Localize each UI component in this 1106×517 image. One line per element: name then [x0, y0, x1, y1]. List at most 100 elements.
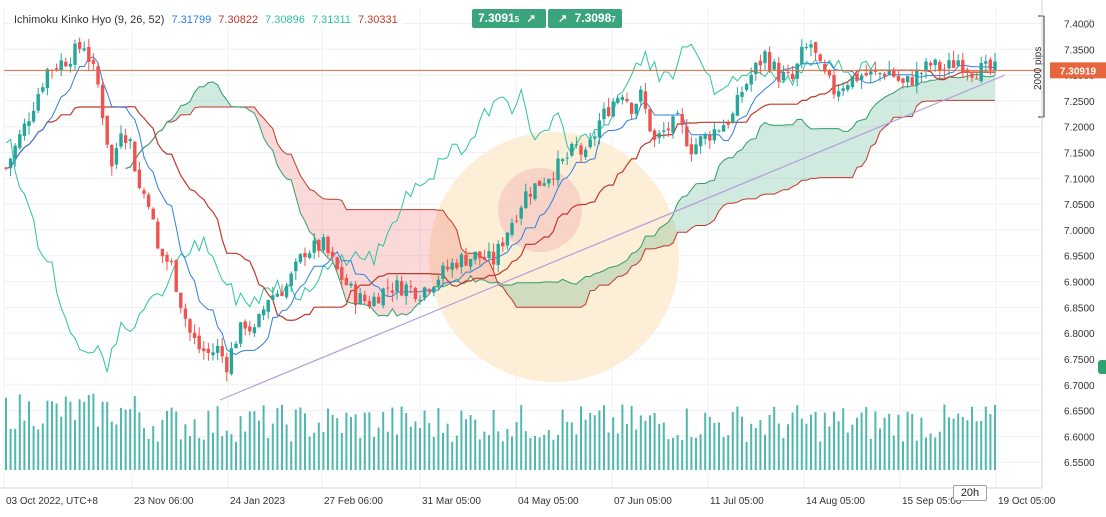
candle-body — [437, 280, 440, 286]
volume-bar — [230, 434, 232, 470]
volume-bar — [838, 421, 840, 470]
candle-body — [37, 94, 40, 110]
volume-bar — [470, 415, 472, 470]
volume-bar — [723, 437, 725, 470]
cloud-segment — [429, 210, 434, 295]
buy-price-button[interactable]: ↗ 7.30987 — [548, 9, 622, 28]
volume-bar — [56, 404, 58, 470]
candle-body — [883, 74, 886, 77]
volume-bar — [718, 422, 720, 470]
volume-bar — [608, 433, 610, 470]
volume-bar — [511, 437, 513, 470]
candle-body — [414, 288, 417, 299]
volume-bar — [819, 441, 821, 470]
y-tick-label: 7.1500 — [1064, 149, 1095, 160]
volume-bar — [815, 412, 817, 470]
cloud-segment — [733, 152, 738, 203]
cloud-segment — [346, 210, 351, 303]
candle-body — [800, 47, 803, 64]
volume-bar — [690, 437, 692, 470]
volume-bar — [138, 412, 140, 470]
volume-bar — [120, 408, 122, 470]
volume-bar — [419, 428, 421, 470]
volume-bar — [258, 421, 260, 470]
cloud-segment — [705, 181, 710, 226]
volume-bar — [19, 394, 21, 470]
cloud-segment — [760, 122, 765, 195]
cloud-segment — [530, 283, 535, 308]
volume-bar — [134, 396, 136, 470]
candle-body — [441, 265, 444, 278]
volume-bar — [884, 418, 886, 470]
indicator-legend[interactable]: Ichimoku Kinko Hyo (9, 26, 52) 7.31799 7… — [12, 13, 404, 27]
x-tick-label: 07 Jun 05:00 — [614, 496, 672, 507]
cloud-segment — [305, 182, 310, 231]
candle-body — [455, 263, 458, 268]
candle-body — [469, 259, 472, 267]
candle-body — [851, 76, 854, 87]
x-tick-label: 31 Mar 05:00 — [422, 496, 481, 507]
candle-body — [165, 255, 168, 262]
candle-body — [14, 146, 17, 159]
candle-body — [924, 61, 927, 71]
expand-icon[interactable]: ⤢ — [1080, 17, 1094, 31]
candle-body — [547, 179, 550, 183]
candle-body — [124, 135, 127, 143]
candle-body — [814, 42, 817, 53]
cloud-segment — [314, 191, 319, 249]
candle-body — [658, 133, 661, 138]
volume-bar — [414, 422, 416, 470]
volume-bar — [378, 427, 380, 470]
volume-bar — [115, 424, 117, 470]
candle-body — [648, 109, 651, 131]
cloud-segment — [862, 119, 867, 166]
sell-price-button[interactable]: 7.30915 ↗ — [472, 9, 546, 28]
volume-bar — [299, 407, 301, 470]
candle-body — [395, 280, 398, 291]
candle-body — [345, 278, 348, 285]
x-tick-label: 24 Jan 2023 — [230, 496, 285, 507]
volume-bar — [249, 411, 251, 470]
candle-body — [483, 257, 486, 260]
candle-body — [96, 66, 99, 84]
volume-bar — [37, 429, 39, 470]
volume-bar — [322, 432, 324, 470]
candle-body — [285, 286, 288, 297]
cloud-segment — [751, 139, 756, 199]
candle-body — [897, 76, 900, 81]
volume-bar — [290, 441, 292, 470]
volume-bar — [640, 415, 642, 470]
candle-body — [87, 47, 90, 62]
cloud-segment — [632, 252, 637, 266]
volume-bar — [240, 416, 242, 470]
volume-bar — [948, 417, 950, 470]
candle-body — [938, 62, 941, 71]
candle-body — [501, 242, 504, 246]
candle-body — [989, 60, 992, 70]
volume-bar — [483, 432, 485, 470]
candle-body — [906, 76, 909, 82]
cloud-segment — [926, 80, 931, 101]
candle-body — [980, 63, 983, 81]
cloud-segment — [958, 77, 963, 100]
y-tick-label: 6.6000 — [1064, 432, 1095, 443]
x-tick-label: 23 Nov 06:00 — [134, 496, 194, 507]
volume-bar — [460, 411, 462, 470]
volume-bar — [424, 410, 426, 470]
volume-bar — [79, 399, 81, 470]
candle-body — [184, 308, 187, 318]
candle-body — [322, 237, 325, 250]
cloud-segment — [885, 95, 890, 127]
candle-body — [846, 85, 849, 90]
candle-body — [299, 254, 302, 262]
volume-bar — [667, 439, 669, 470]
volume-bar — [930, 434, 932, 470]
volume-bar — [14, 429, 16, 470]
candle-body — [193, 333, 196, 338]
cloud-segment — [360, 210, 365, 305]
volume-bar — [203, 440, 205, 470]
volume-bar — [106, 402, 108, 470]
volume-bar — [263, 405, 265, 470]
